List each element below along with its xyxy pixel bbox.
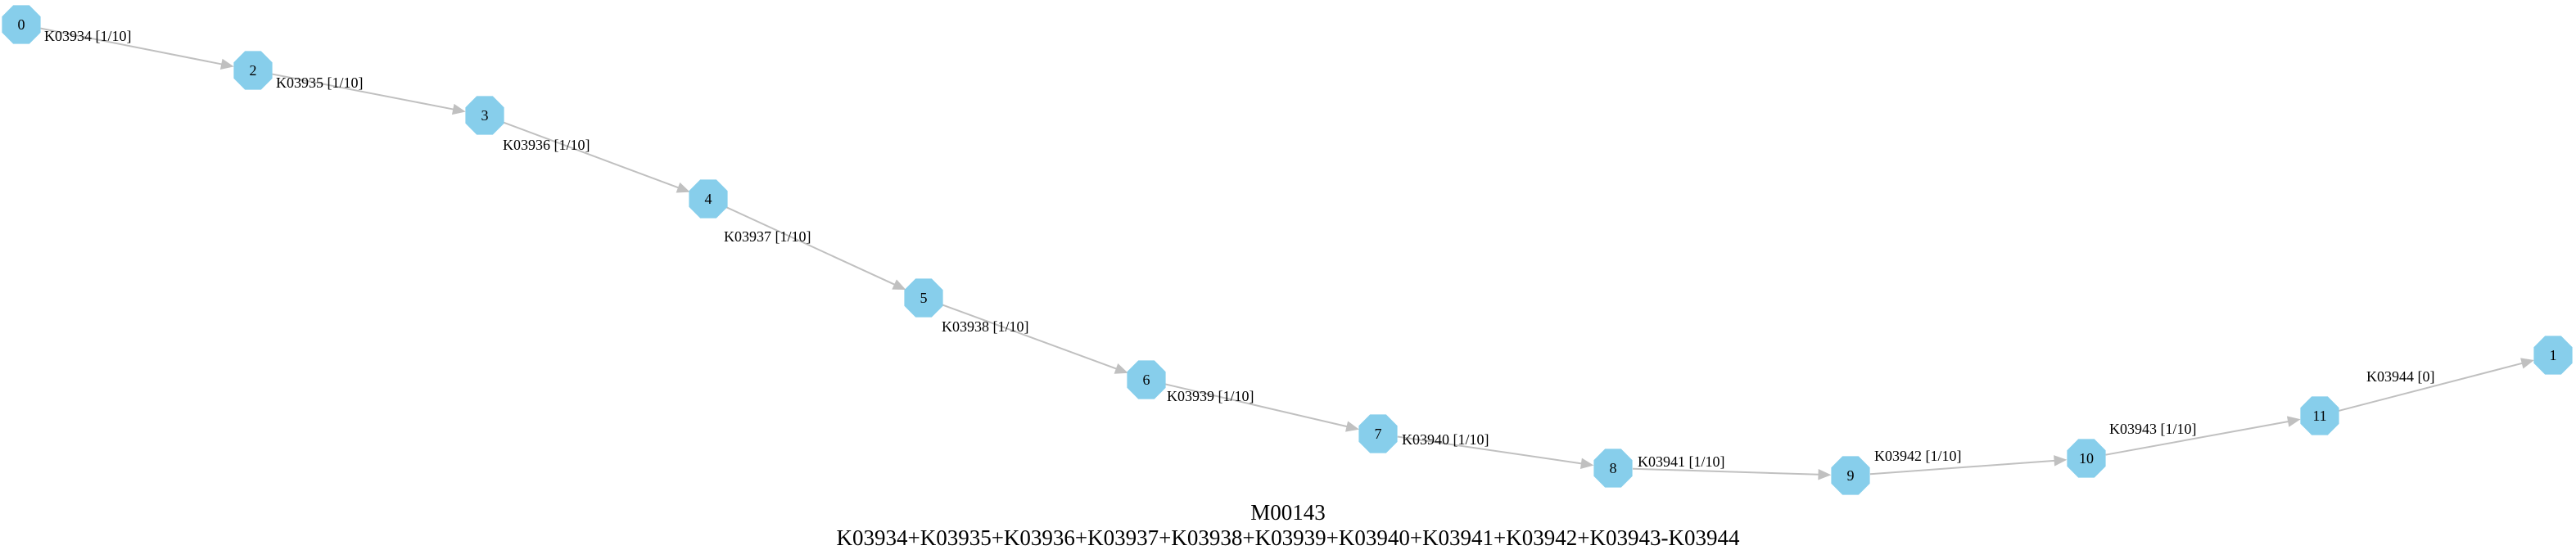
graph-node: 7 <box>1358 414 1398 453</box>
node-octagon <box>1127 360 1166 399</box>
edge-line <box>942 304 1117 370</box>
arrow-head-icon <box>2054 455 2068 467</box>
edge-line <box>2105 421 2289 456</box>
edge: K03944 [0] <box>2338 358 2535 412</box>
edge-label: K03936 [1/10] <box>503 137 590 153</box>
edge: K03935 [1/10] <box>272 73 466 115</box>
edges-layer: K03934 [1/10] K03935 [1/10] K03936 [1/10] K… <box>40 27 2535 480</box>
edge-label: K03938 [1/10] <box>942 318 1029 335</box>
module-expression: K03934+K03935+K03936+K03937+K03938+K0393… <box>836 525 1740 550</box>
node-octagon <box>2 5 41 44</box>
edge-label: K03940 [1/10] <box>1402 431 1489 448</box>
node-octagon <box>904 278 943 318</box>
module-title: M00143 <box>1250 500 1326 525</box>
edge-label: K03939 [1/10] <box>1167 388 1254 404</box>
arrow-head-icon <box>1818 469 1832 480</box>
edge: K03941 [1/10] <box>1632 453 1832 480</box>
edge-line <box>1165 383 1348 428</box>
graph-node: 0 <box>2 5 41 44</box>
arrow-head-icon <box>1579 458 1594 469</box>
edge-line <box>2338 362 2523 412</box>
node-octagon <box>2300 396 2339 435</box>
node-label: 6 <box>1143 372 1150 388</box>
arrow-head-icon <box>2286 416 2301 427</box>
edge-line <box>40 27 222 65</box>
node-label: 7 <box>1375 426 1382 442</box>
node-label: 5 <box>920 290 928 306</box>
edge-line <box>503 121 679 189</box>
edge-line <box>1632 467 1819 476</box>
node-label: 11 <box>2312 408 2326 424</box>
graph-node: 10 <box>2067 439 2106 478</box>
node-label: 2 <box>250 62 257 79</box>
edge: K03938 [1/10] <box>942 304 1128 374</box>
node-octagon <box>689 179 728 219</box>
graph-node: 3 <box>465 96 504 135</box>
edge: K03936 [1/10] <box>503 121 690 193</box>
node-label: 4 <box>705 191 712 207</box>
edge: K03937 [1/10] <box>724 206 906 291</box>
graph-node: 9 <box>1831 456 1870 495</box>
graph-node: 5 <box>904 278 943 318</box>
edge: K03942 [1/10] <box>1869 448 2068 476</box>
graph-node: 8 <box>1593 449 1633 488</box>
arrow-head-icon <box>219 58 234 70</box>
edge-label: K03934 [1/10] <box>44 28 132 44</box>
edge-line <box>725 206 895 286</box>
node-octagon <box>1831 456 1870 495</box>
edge: K03939 [1/10] <box>1165 383 1359 432</box>
arrow-head-icon <box>2520 358 2535 369</box>
edge-line <box>1397 435 1582 465</box>
arrow-head-icon <box>451 103 466 115</box>
arrow-head-icon <box>1344 421 1359 432</box>
graph-node: 2 <box>233 51 273 90</box>
graph-node: 1 <box>2533 336 2573 375</box>
node-label: 0 <box>18 16 25 33</box>
graph-node: 6 <box>1127 360 1166 399</box>
edge-label: K03937 [1/10] <box>724 228 811 245</box>
edge-label: K03941 [1/10] <box>1638 453 1725 470</box>
node-octagon <box>465 96 504 135</box>
arrow-head-icon <box>892 279 906 291</box>
edge-line <box>272 73 454 110</box>
edge-label: K03943 [1/10] <box>2109 421 2197 437</box>
edge: K03934 [1/10] <box>40 27 234 70</box>
graph-node: 4 <box>689 179 728 219</box>
arrow-head-icon <box>1114 363 1128 374</box>
node-octagon <box>1358 414 1398 453</box>
edge-label: K03944 [0] <box>2366 368 2435 385</box>
node-label: 1 <box>2550 347 2557 363</box>
node-octagon <box>233 51 273 90</box>
node-octagon <box>2533 336 2573 375</box>
arrow-head-icon <box>676 182 690 193</box>
node-octagon <box>2067 439 2106 478</box>
node-label: 9 <box>1847 467 1855 484</box>
node-octagon <box>1593 449 1633 488</box>
edge-label: K03942 [1/10] <box>1874 448 1962 464</box>
edge: K03943 [1/10] <box>2105 416 2301 456</box>
node-label: 8 <box>1610 460 1617 476</box>
edge-label: K03935 [1/10] <box>276 74 364 91</box>
edge: K03940 [1/10] <box>1397 431 1594 469</box>
node-label: 3 <box>481 107 489 124</box>
graph-node: 11 <box>2300 396 2339 435</box>
edge-line <box>1869 459 2055 476</box>
node-label: 10 <box>2079 450 2094 467</box>
